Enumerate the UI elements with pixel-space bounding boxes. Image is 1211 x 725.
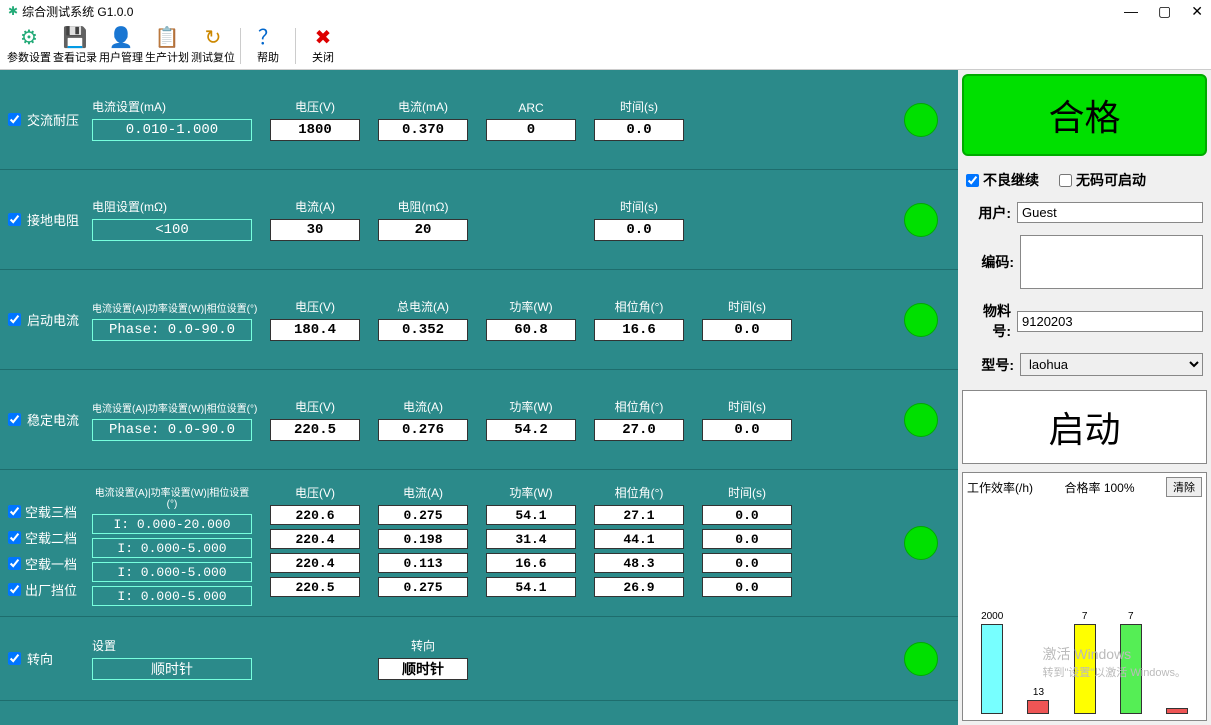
toolbar: ⚙参数设置💾查看记录👤用户管理📋生产计划↻测试复位？帮助✖关闭 [0, 22, 1211, 70]
chk-noload-0[interactable] [8, 505, 21, 518]
toolbar-close[interactable]: ✖关闭 [300, 24, 346, 68]
material-field[interactable] [1017, 311, 1203, 332]
r1-setting-hdr: 电流设置(mA) [92, 98, 252, 115]
r1-setting-val[interactable]: 0.010-1.000 [92, 119, 252, 141]
label-ac-withstand: 交流耐压 [27, 110, 79, 129]
pass-indicator[interactable]: 合格 [962, 74, 1207, 156]
r1-arc: 0 [486, 119, 576, 141]
row-ac-withstand: 交流耐压 电流设置(mA) 0.010-1.000 电压(V)1800 电流(m… [0, 70, 958, 170]
maximize-button[interactable]: ▢ [1158, 3, 1171, 20]
toolbar-reset[interactable]: ↻测试复位 [190, 24, 236, 68]
r1-current: 0.370 [378, 119, 468, 141]
code-field[interactable] [1020, 235, 1203, 289]
toolbar-view[interactable]: 💾查看记录 [52, 24, 98, 68]
toolbar-user[interactable]: 👤用户管理 [98, 24, 144, 68]
chk-noload-1[interactable] [8, 531, 21, 544]
chk-continue-bad[interactable]: 不良继续 [966, 170, 1039, 190]
side-panel: 合格 不良继续 无码可启动 用户: 编码: 物料号: 型号: laohua 启动… [958, 70, 1211, 725]
user-field[interactable] [1017, 202, 1203, 223]
row-stable-current: 稳定电流 电流设置(A)|功率设置(W)|相位设置(°) Phase: 0.0-… [0, 370, 958, 470]
r6-status-dot [904, 642, 938, 676]
toolbar-help[interactable]: ？帮助 [245, 24, 291, 68]
chk-start-current[interactable] [8, 313, 21, 326]
titlebar: ✱ 综合测试系统 G1.0.0 — ▢ ✕ [0, 0, 1211, 22]
chk-ac-withstand[interactable] [8, 113, 21, 126]
close-window-button[interactable]: ✕ [1191, 3, 1203, 20]
r1-status-dot [904, 103, 938, 137]
r3-status-dot [904, 303, 938, 337]
r4-status-dot [904, 403, 938, 437]
test-panel: 交流耐压 电流设置(mA) 0.010-1.000 电压(V)1800 电流(m… [0, 70, 958, 725]
chk-noload-2[interactable] [8, 557, 21, 570]
toolbar-params[interactable]: ⚙参数设置 [6, 24, 52, 68]
chk-noload-3[interactable] [8, 583, 21, 596]
row-direction: 转向 设置 顺时针 .. 转向 顺时针 [0, 617, 958, 701]
r5-status-dot [904, 526, 938, 560]
chart-area: 工作效率(/h) 合格率 100% 清除 20001377 激活 Windows… [962, 472, 1207, 721]
minimize-button[interactable]: — [1124, 3, 1138, 20]
model-select[interactable]: laohua [1020, 353, 1203, 376]
row-noload: 空载三档空载二档空载一档出厂挡位 电流设置(A)|功率设置(W)|相位设置(°)… [0, 470, 958, 617]
chk-nocode-start[interactable]: 无码可启动 [1059, 170, 1146, 190]
row-start-current: 启动电流 电流设置(A)|功率设置(W)|相位设置(°) Phase: 0.0-… [0, 270, 958, 370]
window-title: 综合测试系统 G1.0.0 [22, 3, 1124, 20]
app-icon: ✱ [8, 4, 18, 18]
chk-ground-res[interactable] [8, 213, 21, 226]
r1-voltage: 1800 [270, 119, 360, 141]
clear-chart-button[interactable]: 清除 [1166, 477, 1202, 497]
start-button[interactable]: 启动 [962, 390, 1207, 464]
chk-stable-current[interactable] [8, 413, 21, 426]
r1-time: 0.0 [594, 119, 684, 141]
chk-direction[interactable] [8, 652, 21, 665]
toolbar-plan[interactable]: 📋生产计划 [144, 24, 190, 68]
r2-status-dot [904, 203, 938, 237]
row-ground-res: 接地电阻 电阻设置(mΩ) <100 电流(A)30 电阻(mΩ)20 .. 时… [0, 170, 958, 270]
